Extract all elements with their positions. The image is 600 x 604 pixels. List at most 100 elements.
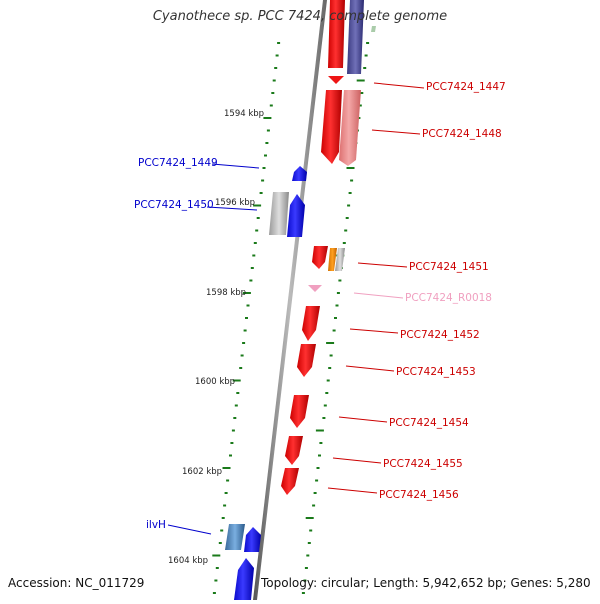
leader-line bbox=[373, 82, 425, 89]
minor-tick bbox=[360, 92, 364, 94]
accession-text: Accession: NC_011729 bbox=[8, 576, 145, 590]
gene-arrow-pcc7424-1448-a[interactable] bbox=[321, 90, 342, 164]
gene-arrow-gray-small[interactable] bbox=[335, 248, 345, 271]
major-tick bbox=[263, 117, 272, 119]
minor-tick bbox=[252, 254, 256, 257]
minor-tick bbox=[313, 492, 317, 494]
major-tick bbox=[232, 379, 241, 382]
major-tick bbox=[326, 342, 335, 344]
minor-tick bbox=[245, 317, 248, 319]
gene-arrow-pcc7424-1456[interactable] bbox=[281, 468, 299, 495]
minor-tick bbox=[277, 42, 281, 44]
right-gene-labels: PCC7424_1447 PCC7424_1448 PCC7424_1451 P… bbox=[379, 81, 506, 501]
minor-tick bbox=[347, 204, 351, 207]
minor-tick bbox=[215, 567, 219, 569]
minor-tick bbox=[224, 492, 228, 494]
scale-label: 1594 kbp bbox=[224, 109, 264, 119]
major-tick bbox=[305, 517, 314, 519]
gene-arrow-pcc7424-1455[interactable] bbox=[285, 436, 303, 465]
forward-strand-genes bbox=[225, 26, 376, 600]
minor-tick bbox=[338, 279, 342, 282]
leader-line bbox=[371, 129, 421, 135]
minor-tick bbox=[312, 504, 316, 507]
minor-tick bbox=[315, 479, 319, 482]
gene-label[interactable]: PCC7424_1452 bbox=[400, 329, 480, 341]
minor-tick bbox=[236, 392, 240, 394]
minor-tick bbox=[366, 42, 370, 44]
minor-tick bbox=[358, 104, 362, 107]
minor-tick bbox=[265, 142, 269, 144]
gene-label[interactable]: PCC7424_1447 bbox=[426, 81, 506, 93]
minor-tick bbox=[350, 179, 354, 182]
gene-arrow-blue-bottom[interactable] bbox=[234, 558, 254, 600]
gene-label[interactable]: PCC7424_1453 bbox=[396, 366, 476, 378]
gene-arrow-ilvh[interactable] bbox=[244, 527, 261, 552]
scale-label: 1604 kbp bbox=[168, 556, 208, 566]
scale-labels: 1594 kbp 1596 kbp 1598 kbp 1600 kbp 1602… bbox=[168, 109, 264, 566]
minor-tick bbox=[275, 54, 279, 57]
gene-label[interactable]: PCC7424_1456 bbox=[379, 489, 459, 501]
minor-tick bbox=[309, 529, 313, 532]
gene-label[interactable]: ilvH bbox=[146, 519, 166, 531]
minor-tick bbox=[348, 192, 352, 194]
minor-tick bbox=[221, 517, 225, 519]
gene-arrow-pcc7424-1447[interactable] bbox=[328, 0, 345, 68]
minor-tick bbox=[226, 479, 230, 482]
gene-arrow-pcc7424-1451[interactable] bbox=[312, 246, 328, 269]
minor-tick bbox=[326, 379, 330, 382]
scale-label: 1596 kbp bbox=[215, 198, 255, 208]
minor-tick bbox=[345, 217, 349, 219]
topology-text: Topology: circular; Length: 5,942,652 bp… bbox=[261, 576, 591, 590]
scale-label: 1602 kbp bbox=[182, 467, 222, 477]
minor-tick bbox=[212, 592, 216, 594]
gene-arrow-orange[interactable] bbox=[328, 248, 337, 271]
minor-tick bbox=[253, 242, 257, 244]
minor-tick bbox=[328, 367, 332, 369]
leader-lines bbox=[167, 82, 425, 535]
minor-tick bbox=[335, 304, 339, 307]
minor-tick bbox=[307, 542, 311, 544]
gene-arrow-pcc7424-1449[interactable] bbox=[292, 166, 307, 181]
leader-line bbox=[327, 487, 378, 494]
gene-label[interactable]: PCC7424_1455 bbox=[383, 458, 463, 470]
leader-line bbox=[349, 328, 399, 334]
gene-arrow-pcc7424-1454[interactable] bbox=[290, 395, 309, 428]
minor-tick bbox=[342, 242, 346, 244]
gene-label[interactable]: PCC7424_1450 bbox=[134, 199, 214, 211]
gene-arrow-pcc7424-1452[interactable] bbox=[302, 306, 320, 341]
gene-arrow-pcc7424-1448-b[interactable] bbox=[339, 90, 361, 166]
genome-backbone bbox=[253, 0, 327, 600]
minor-tick bbox=[274, 67, 278, 69]
gene-label[interactable]: PCC7424_1448 bbox=[422, 128, 502, 140]
minor-tick bbox=[239, 367, 243, 369]
minor-tick bbox=[250, 267, 254, 269]
minor-tick bbox=[262, 167, 266, 169]
minor-tick bbox=[214, 579, 218, 582]
leader-line bbox=[211, 163, 260, 169]
gene-label[interactable]: PCC7424_1454 bbox=[389, 417, 469, 429]
gene-arrow-gray[interactable] bbox=[269, 192, 289, 235]
minor-tick bbox=[229, 454, 232, 457]
gene-arrow-top-left-hint[interactable] bbox=[371, 26, 376, 32]
minor-tick bbox=[256, 217, 260, 219]
minor-tick bbox=[336, 292, 340, 294]
minor-tick bbox=[223, 504, 227, 507]
rna-arrow-pcc7424-r0018[interactable] bbox=[308, 285, 322, 292]
minor-tick bbox=[318, 454, 321, 457]
gene-label[interactable]: PCC7424_1451 bbox=[409, 261, 489, 273]
minor-tick bbox=[269, 104, 273, 107]
gene-label[interactable]: PCC7424_1449 bbox=[138, 157, 218, 169]
gene-arrow-pcc7424-1450[interactable] bbox=[287, 194, 305, 237]
leader-line bbox=[206, 206, 258, 211]
minor-tick bbox=[234, 404, 238, 407]
gene-arrow-small-red[interactable] bbox=[328, 76, 344, 84]
gene-arrow-purple[interactable] bbox=[347, 0, 364, 74]
gene-label[interactable]: PCC7424_R0018 bbox=[405, 292, 492, 304]
minor-tick bbox=[264, 154, 267, 157]
gene-arrow-pcc7424-1453[interactable] bbox=[297, 344, 316, 377]
gene-arrow-ilvh-steel[interactable] bbox=[225, 524, 245, 550]
minor-tick bbox=[316, 467, 320, 469]
minor-tick bbox=[266, 129, 270, 132]
